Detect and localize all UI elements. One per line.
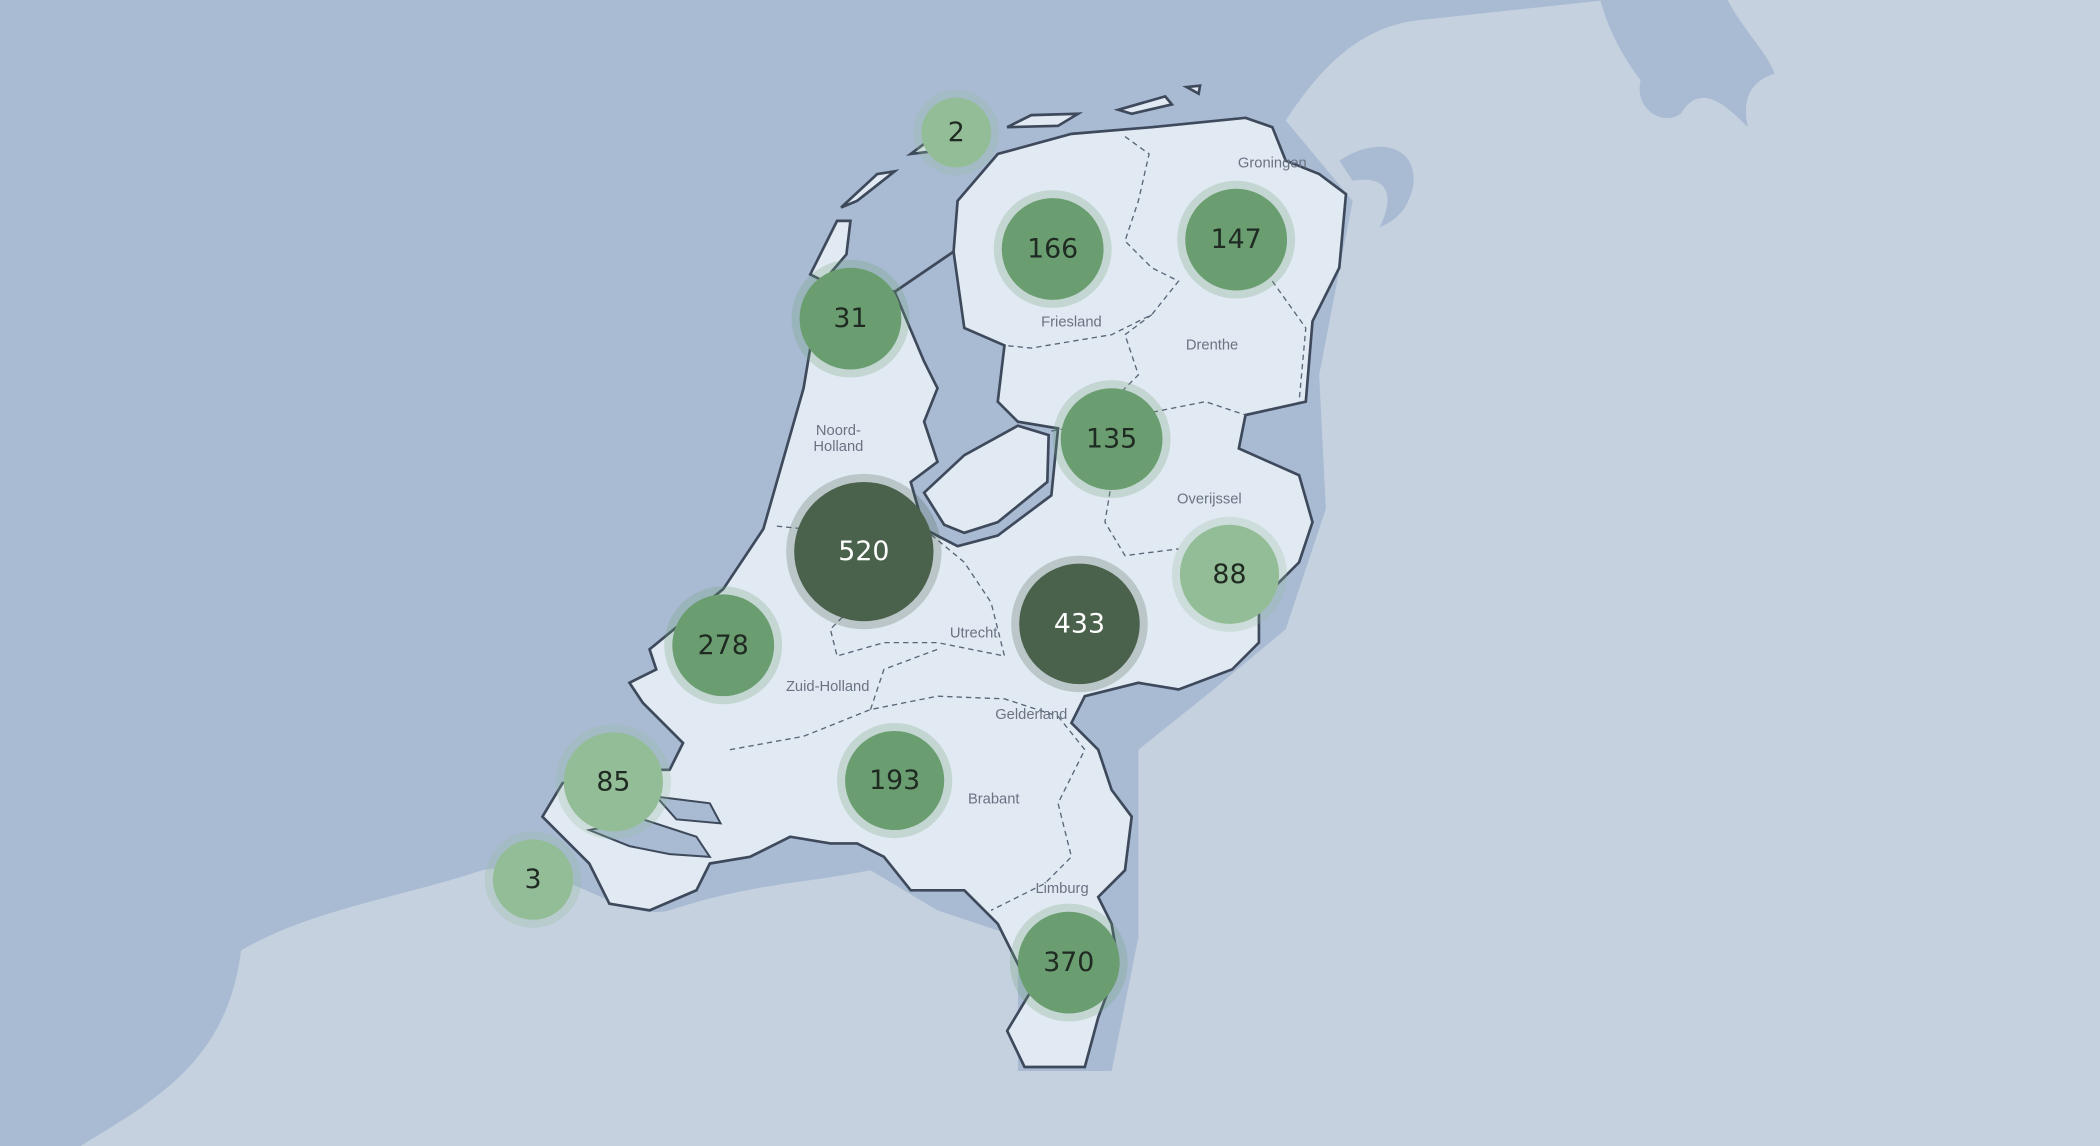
cluster-count: 2	[948, 117, 965, 148]
cluster-count: 31	[833, 303, 867, 334]
cluster-marker[interactable]: 166	[993, 190, 1112, 308]
cluster-circle[interactable]	[845, 730, 945, 831]
cluster-marker[interactable]: 85	[555, 724, 671, 840]
cluster-circle[interactable]	[1185, 188, 1288, 291]
province-label-gelderland: Gelderland	[995, 707, 1067, 723]
cluster-marker[interactable]: 31	[791, 259, 910, 378]
cluster-circle[interactable]	[563, 732, 663, 832]
cluster-count: 520	[838, 536, 889, 567]
province-label-groningen: Groningen	[1238, 155, 1307, 171]
cluster-count: 88	[1212, 559, 1246, 590]
cluster-count: 370	[1043, 947, 1094, 978]
cluster-circle[interactable]	[799, 267, 902, 370]
cluster-marker[interactable]: 193	[837, 722, 953, 839]
province-label-zuid-holland: Zuid-Holland	[786, 679, 869, 695]
cluster-marker[interactable]: 147	[1177, 180, 1296, 299]
water-jade	[1600, 0, 1775, 128]
province-label-noord-holland-line2: Holland	[813, 439, 863, 455]
cluster-marker[interactable]: 520	[786, 473, 942, 630]
cluster-marker[interactable]: 433	[1011, 555, 1148, 693]
neighbour-land-germany	[80, 0, 2100, 1146]
cluster-circle[interactable]	[921, 97, 992, 168]
cluster-marker[interactable]: 278	[664, 586, 783, 705]
province-label-noord-holland: Noord-	[816, 423, 861, 439]
cluster-circle[interactable]	[1060, 388, 1163, 490]
cluster-circle[interactable]	[1017, 911, 1120, 1014]
cluster-count: 135	[1086, 424, 1137, 455]
cluster-count: 85	[596, 766, 630, 797]
province-label-utrecht: Utrecht	[950, 625, 997, 641]
cluster-count: 166	[1027, 234, 1078, 265]
province-label-friesland: Friesland	[1041, 315, 1102, 331]
cluster-count: 147	[1211, 224, 1262, 255]
water-ems-estuary	[1339, 146, 1414, 228]
cluster-count: 278	[698, 630, 749, 661]
netherlands-land	[540, 116, 1348, 1069]
cluster-count: 3	[525, 864, 542, 895]
cluster-circle[interactable]	[672, 594, 775, 697]
cluster-marker[interactable]: 2	[913, 89, 1000, 176]
flevoland	[922, 424, 1051, 535]
cluster-count: 433	[1054, 608, 1105, 639]
cluster-count: 193	[869, 765, 920, 796]
province-label-noord-brabant: Brabant	[968, 791, 1020, 807]
cluster-circle[interactable]	[492, 839, 574, 920]
cluster-marker[interactable]: 88	[1171, 516, 1288, 632]
cluster-circle[interactable]	[1179, 524, 1280, 624]
cluster-marker[interactable]: 3	[484, 831, 582, 928]
province-label-overijssel: Overijssel	[1177, 491, 1242, 507]
cluster-circle[interactable]	[794, 481, 934, 622]
cluster-marker[interactable]: 370	[1009, 903, 1128, 1022]
province-label-limburg: Limburg	[1035, 881, 1088, 897]
cluster-marker[interactable]: 135	[1052, 380, 1171, 499]
cluster-circle[interactable]	[1001, 198, 1104, 300]
cluster-circle[interactable]	[1019, 563, 1140, 685]
province-label-drenthe: Drenthe	[1186, 337, 1238, 353]
